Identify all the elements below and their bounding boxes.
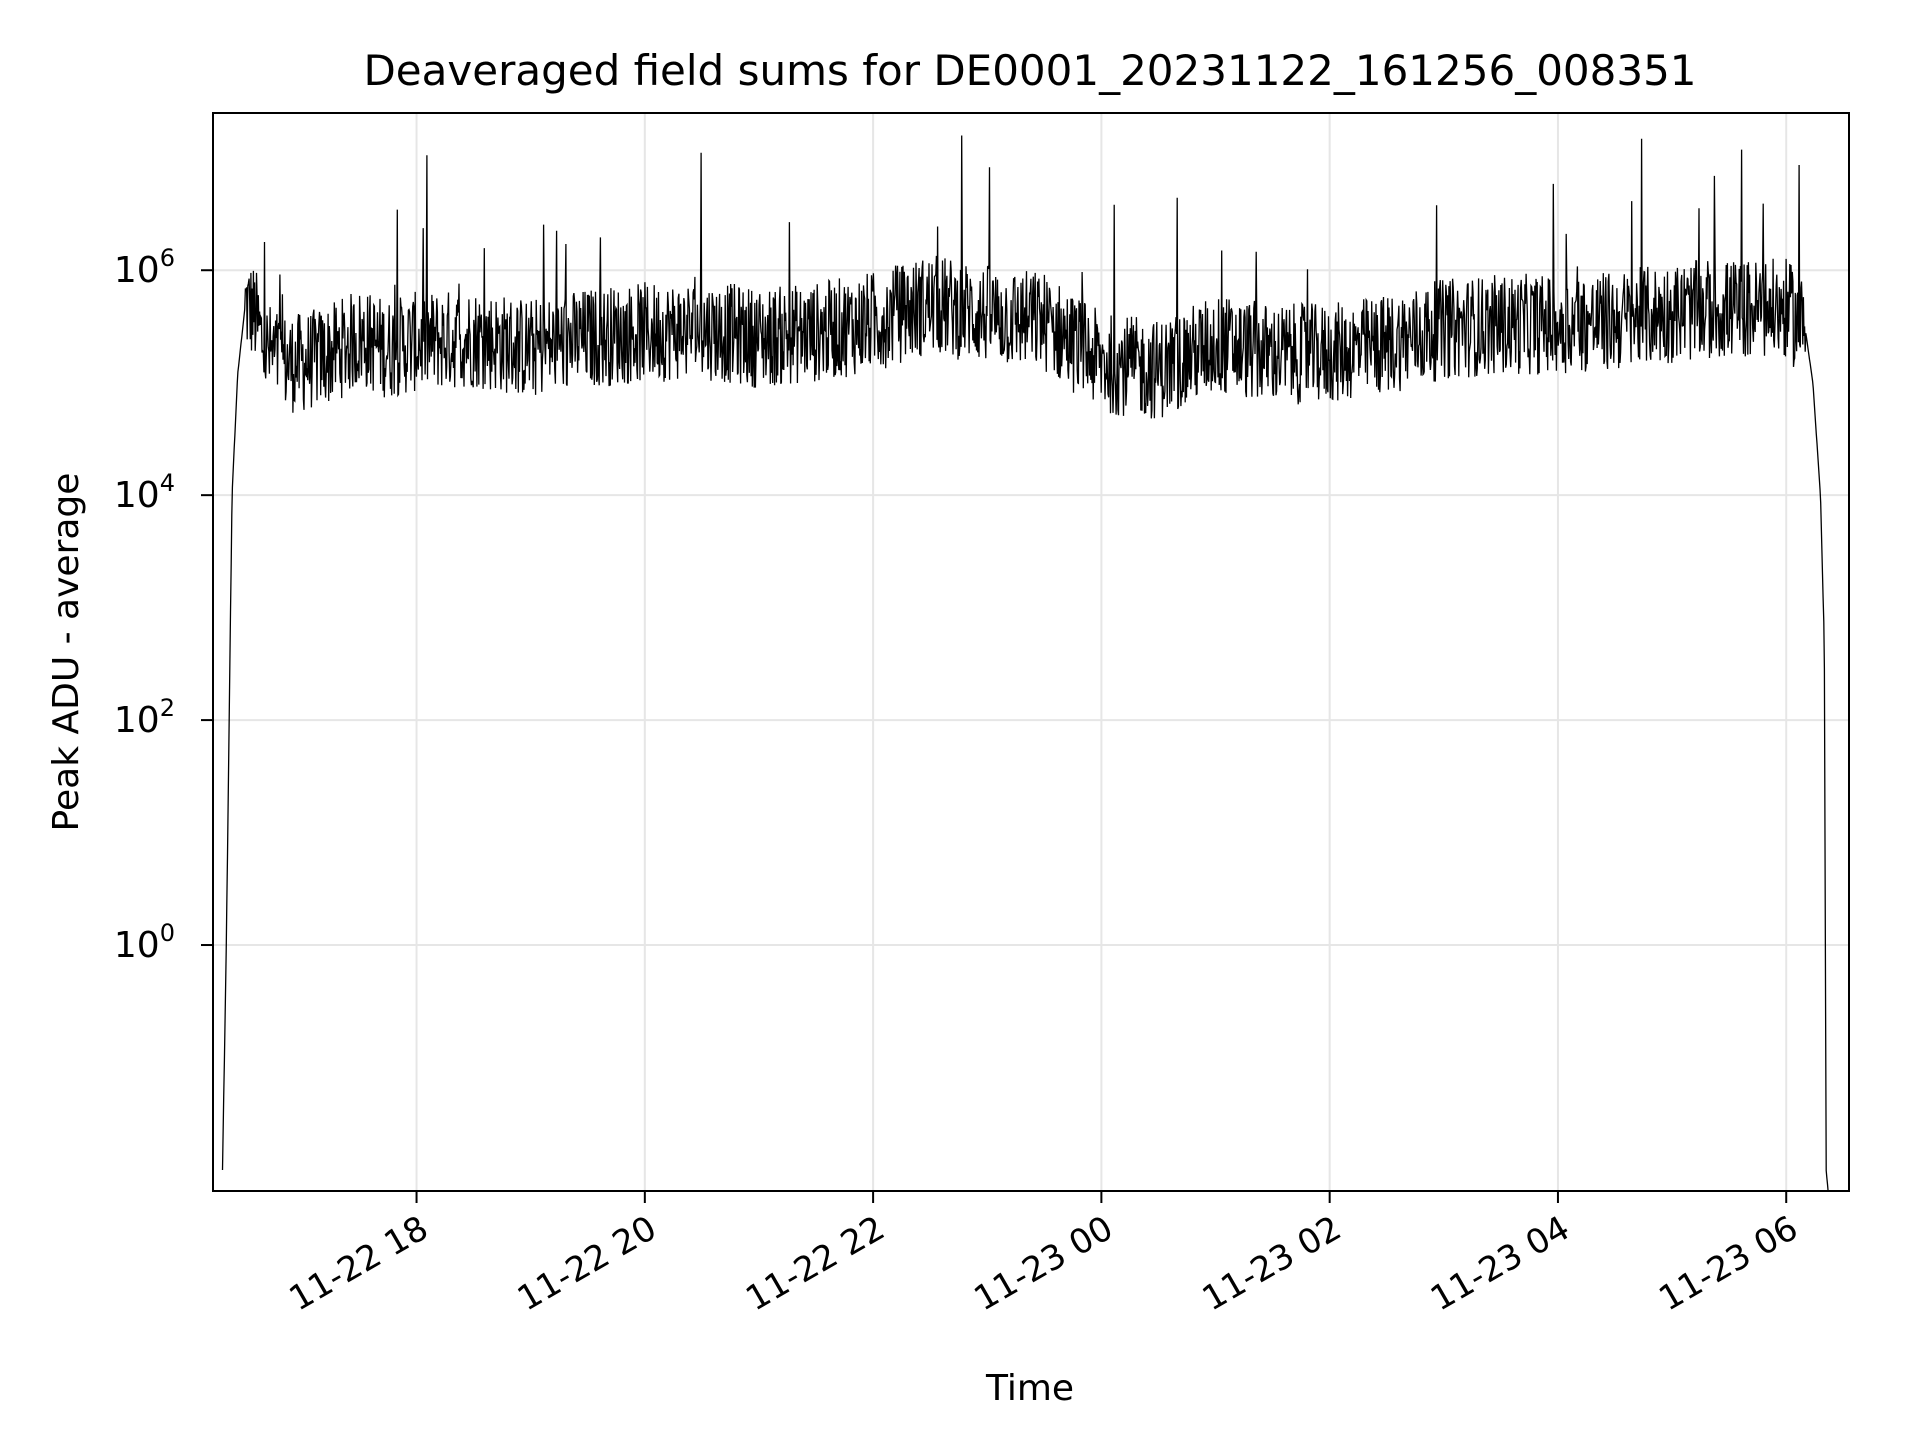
chart-title: Deaveraged field sums for DE0001_2023112… — [363, 46, 1696, 95]
plot-frame — [212, 112, 1850, 1192]
y-axis-label: Peak ADU - average — [46, 473, 87, 832]
x-axis-label: Time — [985, 1368, 1074, 1409]
series-line — [221, 135, 1829, 1191]
grid — [213, 113, 1849, 1191]
